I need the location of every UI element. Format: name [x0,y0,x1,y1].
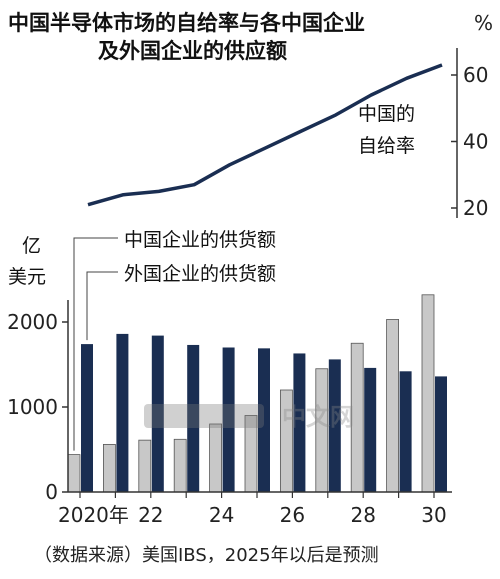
bar-y-unit-line-1: 亿 [22,235,41,257]
line-y-axis: 20 40 60 [451,48,488,220]
bar-y-tick-label: 2000 [7,310,58,334]
bar-chinese-2022 [138,439,152,493]
bar-y-tick-label: 0 [45,480,58,504]
bar-foreign-2027 [328,359,341,492]
bar-axes: 0 1000 2000 2020年 22 24 26 28 30 [7,300,452,527]
bar-x-tick-label: 28 [350,503,375,527]
self-sufficiency-line-plot [87,63,443,207]
bar-x-tick-label: 26 [280,503,305,527]
bar-foreign-2022 [151,335,164,492]
bar-chinese-2020 [67,454,81,493]
chart-title-line-2: 及外国企业的供应额 [98,39,287,63]
line-y-unit: % [474,11,493,35]
line-label-line-1: 中国的 [358,103,415,125]
bar-x-tick-label: 24 [209,503,234,527]
supply-bar-plot [67,294,447,493]
bar-foreign-2021 [116,333,129,492]
legend-leaders [73,237,118,451]
bar-chinese-2029 [386,319,400,493]
bar-chinese-2021 [103,443,116,493]
bar-foreign-2020 [81,344,93,492]
line-y-tick-label: 20 [463,196,488,220]
bar-foreign-2026 [293,353,306,492]
bar-chinese-2030 [421,294,435,493]
bar-foreign-2029 [399,371,412,492]
bar-x-tick-label: 30 [421,503,446,527]
bar-foreign-2030 [435,376,447,492]
legend-chinese-label: 中国企业的供货额 [124,229,276,251]
bar-y-tick-label: 1000 [7,395,58,419]
bar-foreign-2025 [258,348,270,492]
bar-x-tick-label: 2020年 [58,503,129,527]
bar-x-tick-label: 22 [138,503,163,527]
watermark: 中文网 [144,403,354,431]
watermark-text: 中文网 [282,403,354,431]
legend-chinese-leader [73,237,118,451]
bar-y-unit-line-2: 美元 [8,266,46,288]
bar-chinese-2024 [209,423,223,493]
legend-foreign-label: 外国企业的供货额 [124,263,276,285]
bar-foreign-2023 [187,344,200,492]
legend-foreign-leader [86,271,118,341]
bar-foreign-2024 [222,347,235,492]
source-note: （数据来源）美国IBS，2025年以后是预测 [34,545,379,566]
watermark-logo-mark [144,404,264,428]
line-y-tick-label: 60 [463,63,488,87]
line-y-tick-label: 40 [463,130,488,154]
bar-chinese-2023 [173,438,187,493]
chart-title-line-1: 中国半导体市场的自给率与各中国企业 [8,11,365,35]
line-label-line-2: 自给率 [358,135,415,157]
bar-foreign-2028 [364,367,377,492]
